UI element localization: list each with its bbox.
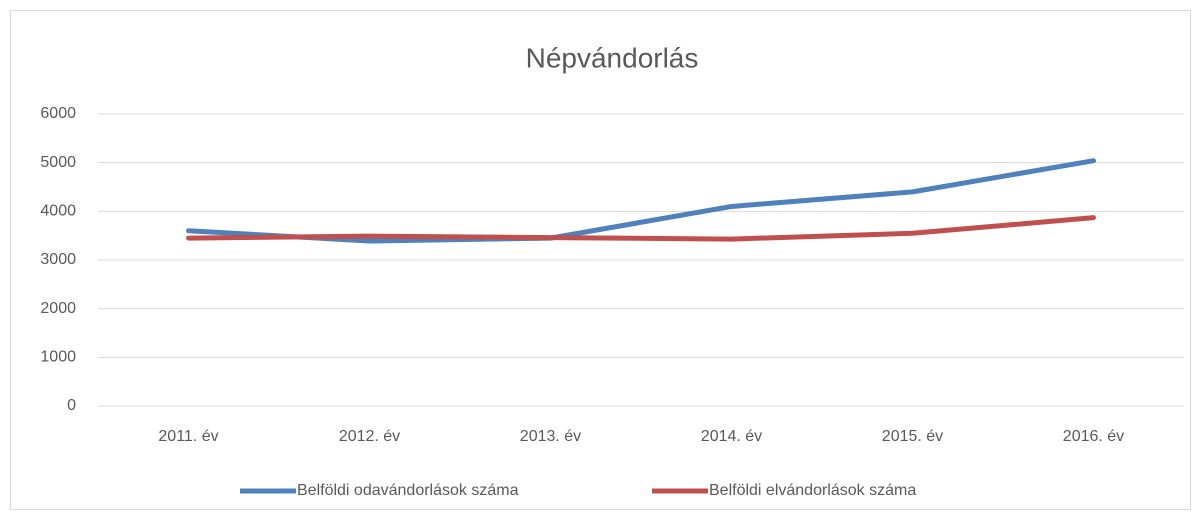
legend-label: Belföldi elvándorlások száma [709,482,916,499]
x-tick-label: 2014. év [701,428,762,445]
x-tick-label: 2015. év [882,428,943,445]
legend-label: Belföldi odavándorlások száma [297,482,519,499]
y-tick-label: 4000 [40,203,76,220]
x-tick-label: 2013. év [520,428,581,445]
y-tick-label: 5000 [40,154,76,171]
chart-title: Népvándorlás [526,42,699,73]
series-line [186,215,1096,242]
y-tick-label: 6000 [40,105,76,122]
series-line [186,158,1096,244]
y-tick-label: 0 [67,397,76,414]
y-tick-label: 1000 [40,349,76,366]
y-tick-label: 3000 [40,251,76,268]
x-tick-label: 2016. év [1063,428,1124,445]
x-tick-label: 2011. év [158,428,218,445]
x-tick-label: 2012. év [339,428,400,445]
y-tick-label: 2000 [40,300,76,317]
